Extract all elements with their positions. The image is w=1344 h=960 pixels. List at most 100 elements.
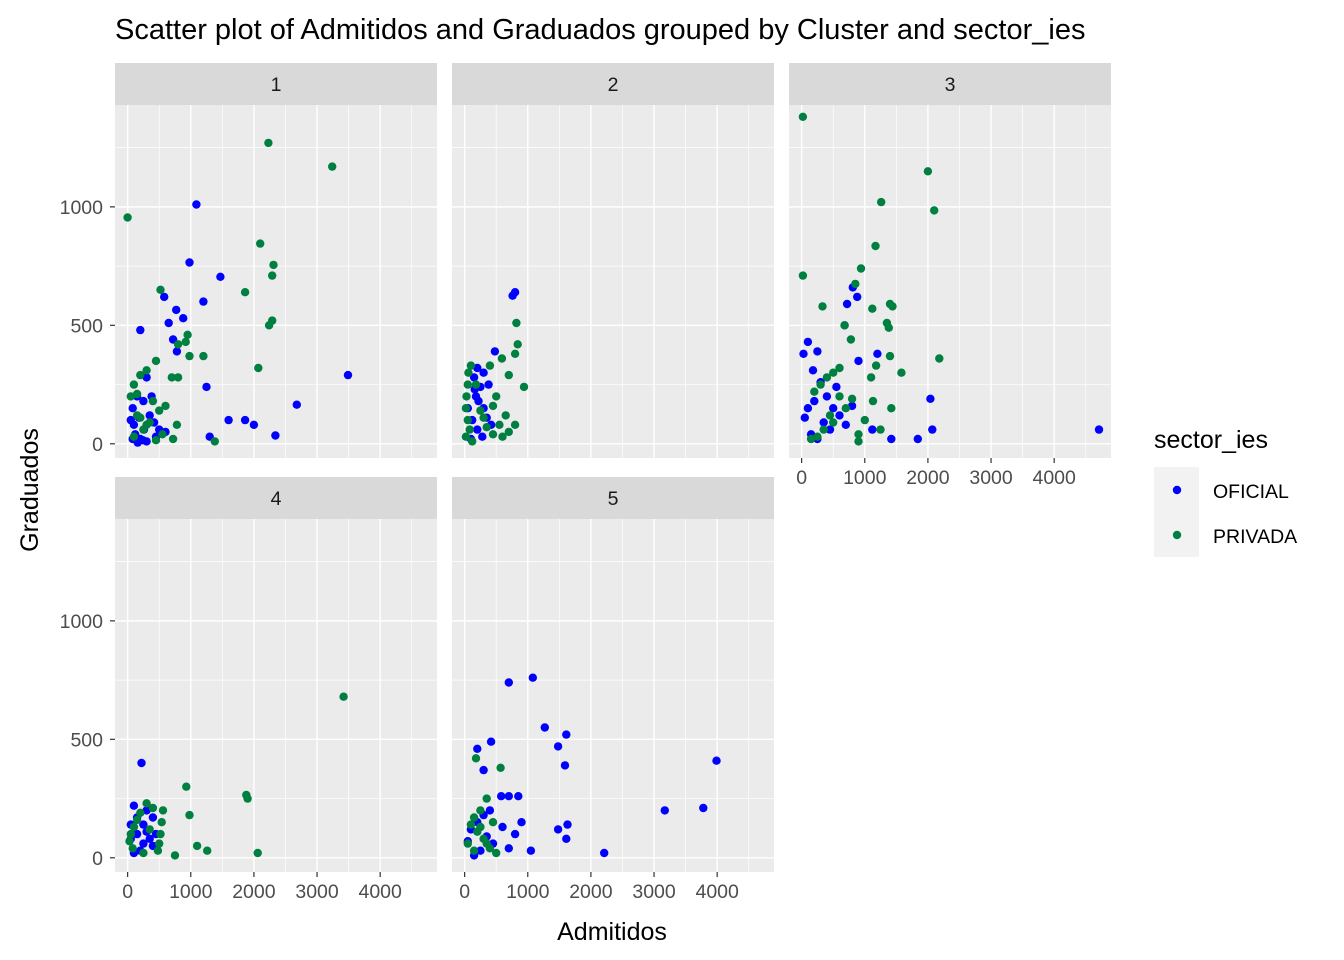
data-point-privada xyxy=(819,425,828,434)
data-point-oficial xyxy=(476,846,485,855)
data-point-privada xyxy=(468,437,477,446)
data-point-privada xyxy=(495,420,504,429)
data-point-oficial xyxy=(926,394,935,403)
data-point-oficial xyxy=(142,373,151,382)
data-point-oficial xyxy=(271,431,280,440)
data-point-privada xyxy=(488,430,498,439)
facet-strip-label: 4 xyxy=(271,488,282,510)
facet-strip-label: 1 xyxy=(271,74,282,96)
x-tick-label: 3000 xyxy=(295,881,339,903)
data-point-privada xyxy=(854,437,863,446)
data-point-privada xyxy=(129,432,139,441)
data-point-privada xyxy=(482,423,491,432)
data-point-oficial xyxy=(292,400,301,409)
legend-key-oficial xyxy=(1172,485,1182,495)
data-point-privada xyxy=(463,415,472,425)
data-point-privada xyxy=(156,285,165,294)
data-point-privada xyxy=(818,302,827,311)
panel-background xyxy=(452,519,774,872)
data-point-oficial xyxy=(808,366,818,375)
data-point-privada xyxy=(465,425,474,434)
data-point-oficial xyxy=(835,411,844,420)
x-tick-label: 0 xyxy=(122,881,133,903)
data-point-privada xyxy=(181,337,190,347)
x-tick-label: 1000 xyxy=(843,467,887,489)
data-point-privada xyxy=(476,406,485,415)
data-point-oficial xyxy=(473,744,482,753)
data-point-privada xyxy=(485,361,495,370)
panel-background xyxy=(115,519,437,872)
data-point-privada xyxy=(466,361,476,370)
data-point-privada xyxy=(496,763,505,772)
data-point-privada xyxy=(846,335,856,344)
data-point-privada xyxy=(835,363,844,373)
data-point-privada xyxy=(158,806,168,815)
data-point-oficial xyxy=(712,756,721,765)
data-point-privada xyxy=(829,368,838,377)
data-point-privada xyxy=(145,825,154,834)
legend-title: sector_ies xyxy=(1154,426,1268,454)
facet-strip-label: 3 xyxy=(945,74,956,96)
data-point-oficial xyxy=(486,737,496,746)
data-point-privada xyxy=(504,370,513,380)
facet-strip-label: 2 xyxy=(608,74,619,96)
data-point-privada xyxy=(816,380,825,389)
data-point-privada xyxy=(488,818,498,827)
data-point-privada xyxy=(155,839,164,848)
data-point-privada xyxy=(182,782,191,791)
data-point-privada xyxy=(167,373,176,382)
data-point-oficial xyxy=(192,200,201,209)
data-point-privada xyxy=(464,368,473,377)
panel-background xyxy=(452,105,774,458)
data-point-privada xyxy=(876,425,885,434)
data-point-oficial xyxy=(660,806,669,815)
data-point-privada xyxy=(479,413,488,422)
data-point-privada xyxy=(492,848,501,858)
data-point-oficial xyxy=(199,297,208,306)
data-point-oficial xyxy=(128,404,137,413)
data-point-oficial xyxy=(202,382,211,392)
y-tick-label: 500 xyxy=(70,729,103,751)
data-point-oficial xyxy=(497,792,506,801)
data-point-privada xyxy=(923,167,933,176)
data-point-privada xyxy=(128,844,137,853)
data-point-oficial xyxy=(164,318,173,328)
data-point-privada xyxy=(860,415,869,425)
points-layer xyxy=(125,692,348,860)
facet-panel-3: 3 0 1000 2000 3000 4000 xyxy=(789,63,1111,489)
data-point-privada xyxy=(328,162,337,171)
data-point-oficial xyxy=(160,292,169,302)
x-tick-label: 4000 xyxy=(1032,467,1076,489)
data-point-oficial xyxy=(562,834,571,843)
facet-panel-1: 1 0 500 1000 xyxy=(60,63,437,458)
y-tick-label: 500 xyxy=(70,315,103,337)
data-point-oficial xyxy=(832,382,841,392)
data-point-privada xyxy=(461,404,471,413)
data-point-privada xyxy=(156,829,165,839)
data-point-privada xyxy=(157,818,166,827)
data-point-oficial xyxy=(887,434,896,444)
data-point-privada xyxy=(264,321,274,330)
data-point-privada xyxy=(476,806,485,815)
data-point-privada xyxy=(126,829,135,839)
data-point-privada xyxy=(240,288,250,297)
data-point-privada xyxy=(192,841,202,851)
facet-panels: 1 0 500 1000 2 3 0 1000 2000 3000 4000 4 0 500 1000 0 10… xyxy=(60,63,1111,903)
data-point-privada xyxy=(158,430,167,439)
data-point-oficial xyxy=(485,806,495,815)
data-point-privada xyxy=(469,813,479,822)
data-point-privada xyxy=(125,837,134,846)
facet-panel-2: 2 xyxy=(452,63,774,458)
data-point-privada xyxy=(482,839,491,848)
data-point-privada xyxy=(798,271,808,280)
x-tick-label: 0 xyxy=(459,881,470,903)
data-point-privada xyxy=(482,794,491,803)
data-point-privada xyxy=(129,822,139,832)
chart-title: Scatter plot of Admitidos and Graduados … xyxy=(115,14,1085,46)
data-point-privada xyxy=(173,373,183,382)
data-point-privada xyxy=(841,404,850,413)
data-point-oficial xyxy=(825,425,835,434)
data-point-privada xyxy=(471,380,481,389)
data-point-privada xyxy=(871,361,881,370)
data-point-privada xyxy=(463,380,472,389)
